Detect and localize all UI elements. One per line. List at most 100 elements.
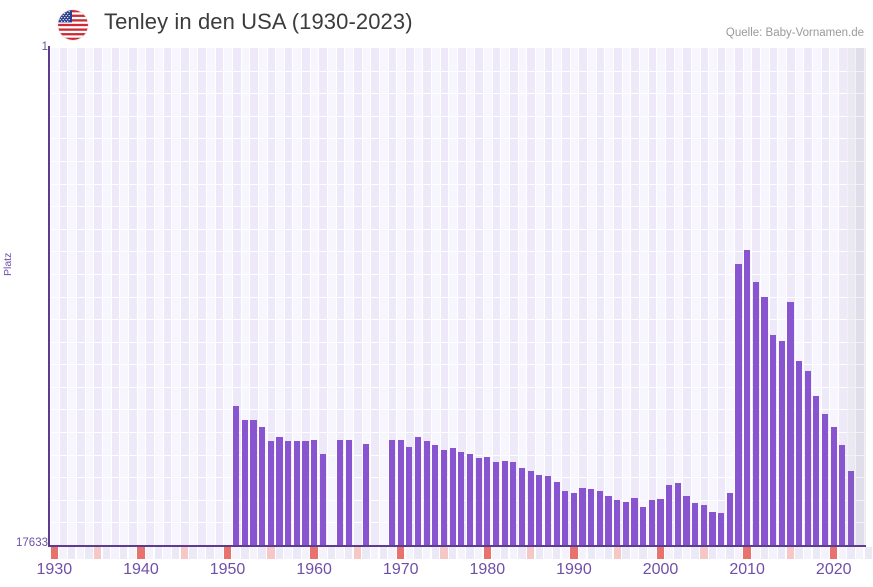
bar[interactable] [795,360,803,545]
bar[interactable] [432,445,439,545]
bar[interactable] [544,476,552,545]
bar[interactable] [293,441,300,545]
x-axis-tick-minor [535,547,543,559]
bar[interactable] [388,439,396,545]
bar[interactable] [414,436,422,545]
bar[interactable] [570,493,578,545]
gridline-vertical [197,48,199,545]
bar[interactable] [718,513,725,545]
bar[interactable] [458,452,465,545]
x-axis-tick-minor [327,547,336,559]
bar[interactable] [501,460,508,545]
bar[interactable] [406,446,413,545]
bar[interactable] [605,496,612,545]
bar[interactable] [744,249,751,545]
bar[interactable] [579,487,586,545]
bar[interactable] [233,405,240,545]
x-axis-tick-minor [128,547,136,559]
bar[interactable] [657,498,664,545]
x-axis-tick-minor [336,547,344,559]
x-axis-tick-minor [431,547,440,559]
grid-band [162,48,172,545]
bar[interactable] [735,263,742,545]
bar[interactable] [553,482,560,545]
bar[interactable] [484,456,491,545]
bar[interactable] [700,504,707,545]
gridline-vertical [855,48,857,545]
bar[interactable] [813,396,820,545]
bar[interactable] [362,444,370,545]
bar[interactable] [596,490,603,545]
bar[interactable] [787,301,794,545]
grid-band [578,48,587,545]
bar[interactable] [692,503,699,545]
bar[interactable] [588,489,595,545]
bar[interactable] [510,462,517,545]
bar[interactable] [830,427,837,545]
bar[interactable] [640,507,647,545]
x-axis-tick-minor [284,547,292,559]
bar[interactable] [440,449,448,545]
bar[interactable] [285,441,292,545]
bar[interactable] [527,470,534,545]
bar[interactable] [492,462,500,545]
bar[interactable] [518,467,526,545]
bar[interactable] [276,436,283,545]
bar[interactable] [761,297,768,545]
bar[interactable] [562,490,569,545]
bar[interactable] [536,475,543,545]
gridline-vertical [656,48,658,545]
gridline-vertical [846,48,848,545]
bar[interactable] [770,335,777,545]
bar[interactable] [319,453,326,545]
x-axis-tick-minor [267,547,275,559]
bar[interactable] [250,420,257,545]
bar[interactable] [267,441,274,545]
gridline-vertical [638,48,640,545]
bar[interactable] [839,445,846,545]
bar[interactable] [804,370,811,545]
grid-band [179,48,189,545]
bar[interactable] [241,420,248,545]
bar[interactable] [683,496,690,545]
bar[interactable] [423,441,430,545]
x-axis-tick-minor [180,547,188,559]
gridline-vertical [361,48,363,545]
bar[interactable] [345,439,352,545]
bar[interactable] [311,439,318,545]
bar[interactable] [631,497,638,545]
bar[interactable] [726,493,733,545]
gridline-vertical [231,48,233,545]
bar[interactable] [847,470,855,545]
bar[interactable] [449,448,456,545]
bar[interactable] [778,341,785,545]
bar[interactable] [466,453,474,545]
bar[interactable] [302,441,309,545]
bar[interactable] [614,500,621,545]
source-credit: Quelle: Baby-Vornamen.de [725,27,864,39]
bar[interactable] [337,439,344,545]
x-axis-tick-major [570,547,578,559]
bar[interactable] [666,484,673,545]
bar[interactable] [259,427,266,545]
x-axis-tick-minor [544,547,552,559]
bar[interactable] [397,439,404,545]
bar[interactable] [648,500,655,545]
bar[interactable] [475,458,482,545]
bar[interactable] [752,281,759,545]
bar[interactable] [622,501,629,545]
page-title: Tenley in den USA (1930-2023) [104,9,413,34]
x-axis-tick-minor [821,547,829,559]
bar[interactable] [674,483,681,545]
bar[interactable] [709,511,716,545]
gridline-vertical [803,48,805,545]
grid-band [318,48,328,545]
gridline-vertical [387,48,389,545]
bar[interactable] [821,414,829,545]
gridline-vertical [768,48,770,545]
grid-band [699,48,709,545]
gridline-vertical [101,48,103,545]
x-axis-tick-strip [50,547,873,559]
gridline-vertical [621,48,623,545]
grid-band [612,48,622,545]
